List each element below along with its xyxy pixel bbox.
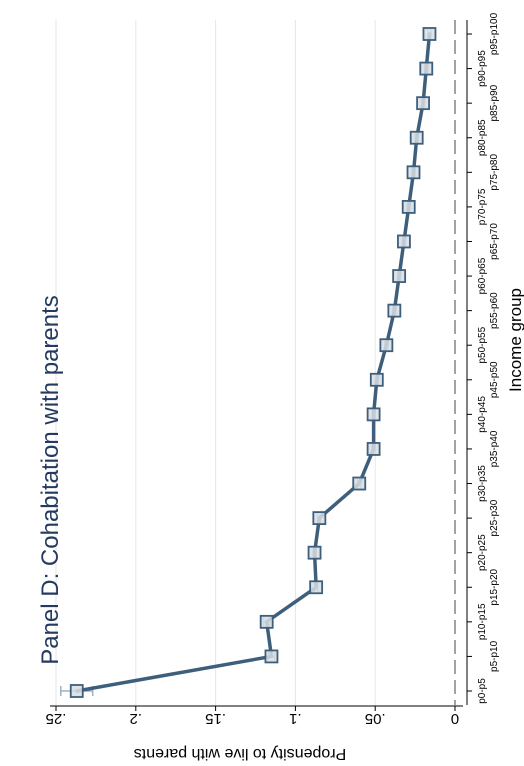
data-point xyxy=(309,580,324,595)
x-tick-label: p10-p15 xyxy=(477,603,488,640)
x-tick-label: p15-p20 xyxy=(489,568,500,605)
chart-title: Panel D: Cohabitation with parents xyxy=(37,295,64,665)
data-point xyxy=(401,199,416,214)
grid xyxy=(55,20,376,705)
data-point xyxy=(416,96,430,111)
data-point xyxy=(409,130,424,145)
y-tick-label: .25 xyxy=(46,710,67,727)
data-point xyxy=(312,511,327,526)
data-point xyxy=(69,684,84,698)
markers xyxy=(69,27,437,698)
x-tick-label: p45-p50 xyxy=(489,361,500,398)
x-tick-label: p80-p85 xyxy=(477,119,488,156)
x-tick-label: p75-p80 xyxy=(489,154,500,191)
x-tick-label: p0-p5 xyxy=(477,678,488,704)
data-point xyxy=(387,303,402,318)
y-tick-label: .15 xyxy=(205,710,226,727)
x-tick-label: p65-p70 xyxy=(489,223,500,260)
x-tick-label: p55-p60 xyxy=(489,292,500,329)
y-axis-label: Propensity to live with parents xyxy=(134,745,347,762)
y-tick-label: 0 xyxy=(451,710,459,727)
data-point xyxy=(397,234,411,249)
x-tick-label: p50-p55 xyxy=(477,326,488,363)
data-point xyxy=(259,614,274,629)
data-point xyxy=(264,649,279,664)
y-tick-label: .2 xyxy=(130,710,143,727)
x-tick-label: p20-p25 xyxy=(477,534,488,571)
data-point xyxy=(366,442,381,456)
x-tick-label: p35-p40 xyxy=(489,430,500,467)
x-tick-label: p30-p35 xyxy=(477,465,488,502)
series-line xyxy=(74,32,432,693)
x-tick-label: p95-p100 xyxy=(489,12,500,55)
y-tick-label: .05 xyxy=(365,710,386,727)
data-point xyxy=(419,61,434,76)
x-tick-label: p90-p95 xyxy=(477,50,488,87)
x-tick-label: p60-p65 xyxy=(477,257,488,294)
data-point xyxy=(392,269,407,283)
data-point xyxy=(369,372,384,387)
data-point xyxy=(406,165,421,180)
x-tick-label: p40-p45 xyxy=(477,396,488,433)
data-point xyxy=(422,27,437,41)
data-point xyxy=(379,338,394,353)
x-axis-label: Income group xyxy=(506,288,524,392)
data-point xyxy=(366,407,381,422)
axes xyxy=(50,20,472,711)
y-tick-label: .1 xyxy=(289,710,302,727)
x-tick-label: p85-p90 xyxy=(489,84,500,121)
x-tick-label: p5-p10 xyxy=(489,640,500,672)
x-tick-label: p70-p75 xyxy=(477,188,488,225)
data-point xyxy=(307,545,322,560)
series-line xyxy=(74,32,432,693)
x-tick-labels: p0-p5p5-p10p10-p15p15-p20p20-p25p25-p30p… xyxy=(477,12,500,703)
data-point xyxy=(352,476,367,491)
y-tick-labels: 0 .05 .1 .15 .2 .25 xyxy=(46,710,460,727)
x-tick-label: p25-p30 xyxy=(489,499,500,536)
